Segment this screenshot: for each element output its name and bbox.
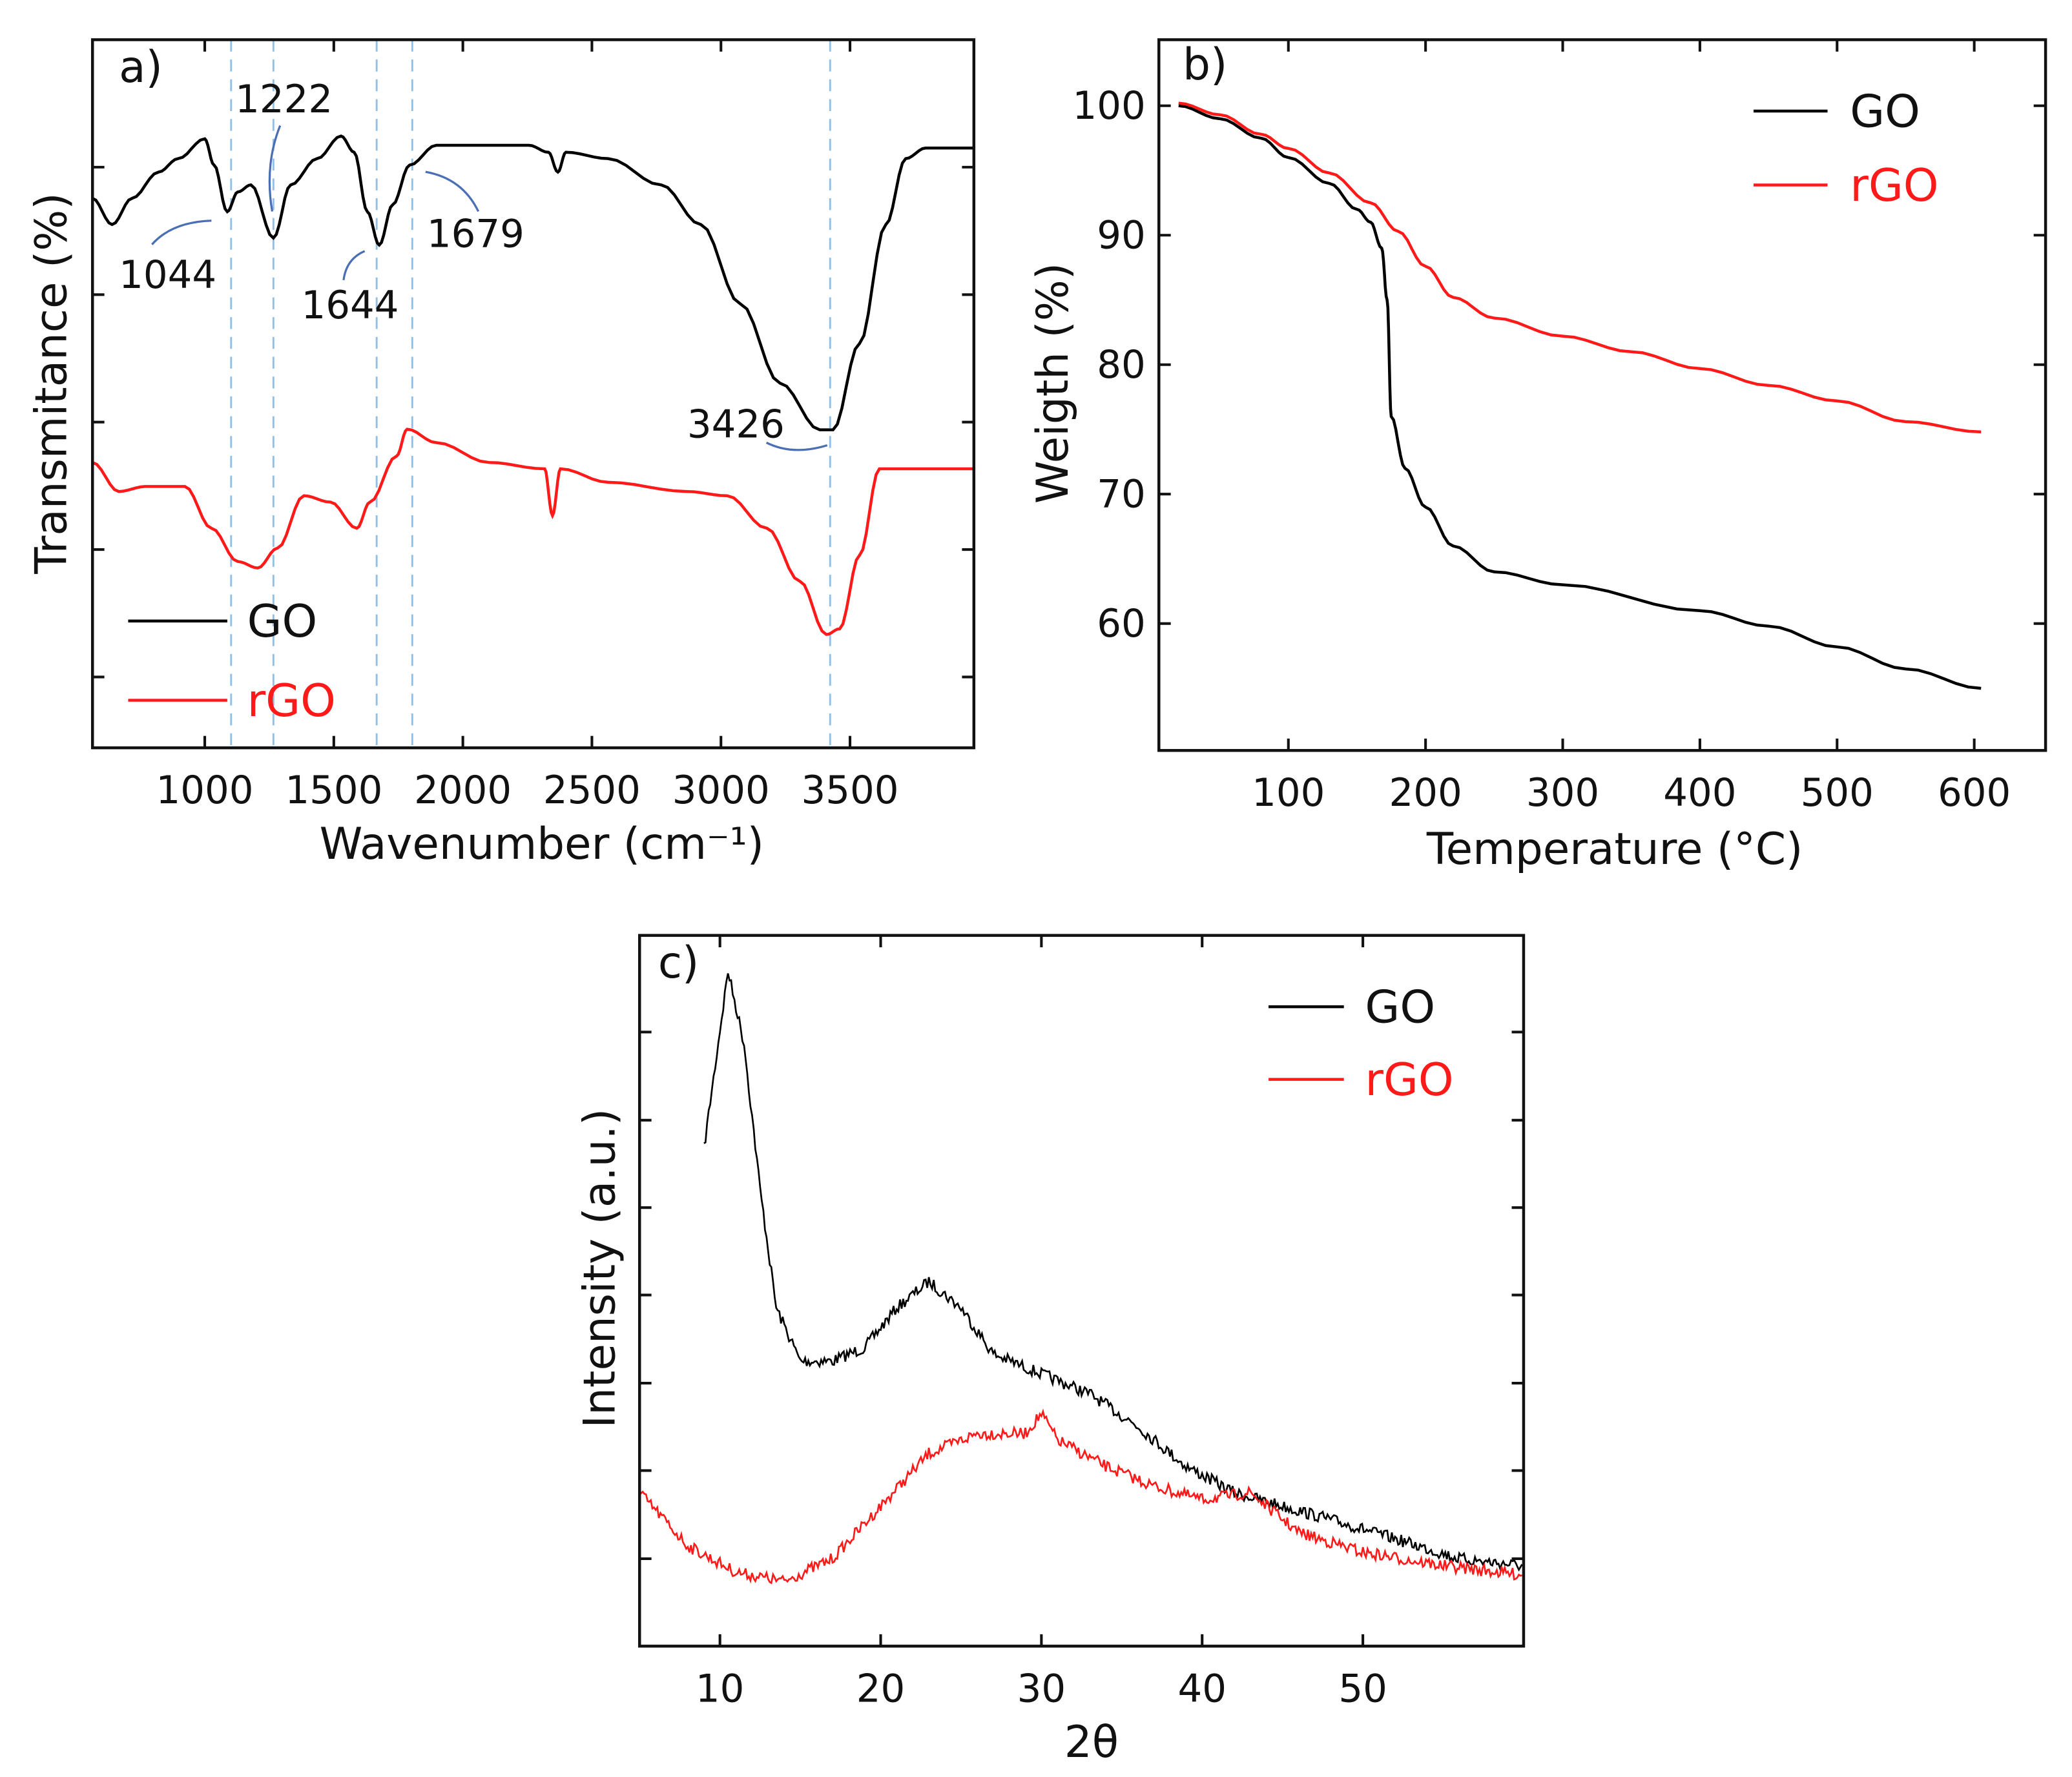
- x-axis-title: 2θ: [1064, 1716, 1119, 1767]
- series-line-rgo: [1178, 101, 1982, 434]
- legend-label-go: GO: [1850, 86, 1920, 138]
- legend-label-go: GO: [247, 595, 318, 648]
- x-tick-label: 100: [1252, 770, 1325, 815]
- x-tick-label: 500: [1801, 770, 1874, 815]
- peak-annotation-3426: 3426: [687, 402, 785, 446]
- panel-c-xrd: GO rGO 10 20 30 40 50 c) 2θ Intensity (a.u.): [574, 934, 1526, 1767]
- peak-annotation-1679: 1679: [427, 212, 524, 256]
- x-tick-label: 3500: [802, 768, 899, 812]
- legend-label-rgo: rGO: [247, 675, 336, 727]
- y-axis-title: Weigth (%): [1027, 263, 1078, 504]
- plot-frame: [1157, 38, 2047, 752]
- x-tick-label: 20: [856, 1666, 906, 1710]
- plot-frame: [90, 38, 976, 750]
- legend-label-rgo: rGO: [1850, 159, 1938, 212]
- arrow-3426: [765, 442, 828, 451]
- arrow-1644: [342, 250, 366, 281]
- x-tick-label: 30: [1017, 1666, 1066, 1710]
- arrow-1222: [268, 125, 282, 212]
- panel-label: c): [658, 937, 699, 988]
- x-tick-label: 10: [696, 1666, 744, 1710]
- y-tick-label: 100: [1073, 83, 1146, 128]
- x-axis-title: Temperature (°C): [1426, 823, 1803, 874]
- plot-frame: [637, 934, 1526, 1648]
- y-axis-title: Transmitance (%): [25, 192, 76, 574]
- panel-a-ftir: GO rGO 1000 1500 2000 2500 3000 3500 a) Wavenumbe…: [25, 38, 976, 869]
- x-tick-label: 1500: [285, 768, 382, 812]
- series-line-go: [703, 973, 1523, 1572]
- x-tick-label: 50: [1338, 1666, 1387, 1710]
- y-axis-title: Intensity (a.u.): [574, 1109, 625, 1428]
- arrow-1044: [151, 220, 212, 245]
- x-tick-label: 2500: [543, 768, 641, 812]
- peak-annotation-1044: 1044: [119, 252, 216, 297]
- panel-label: b): [1183, 39, 1227, 90]
- series-line-rgo: [92, 427, 974, 636]
- x-tick-label: 200: [1389, 770, 1462, 815]
- arrow-1679: [425, 170, 480, 212]
- x-tick-label: 600: [1938, 770, 2011, 815]
- y-tick-label: 90: [1097, 213, 1146, 258]
- x-tick-label: 1000: [156, 768, 254, 812]
- peak-annotation-1644: 1644: [301, 283, 399, 327]
- y-tick-label: 70: [1097, 472, 1146, 517]
- series-line-rgo: [639, 1408, 1522, 1585]
- y-tick-label: 60: [1097, 601, 1146, 646]
- legend-label-rgo: rGO: [1365, 1054, 1453, 1106]
- panel-label: a): [119, 41, 163, 92]
- ftir-annotation-arrows: [151, 125, 828, 451]
- legend-label-go: GO: [1365, 981, 1435, 1034]
- x-axis-title: Wavenumber (cm⁻¹): [320, 818, 764, 869]
- peak-annotation-1222: 1222: [235, 77, 333, 121]
- series-line-go: [1178, 104, 1982, 690]
- y-tick-label: 80: [1097, 342, 1146, 387]
- x-tick-label: 300: [1526, 770, 1599, 815]
- x-tick-label: 40: [1177, 1666, 1227, 1710]
- panel-b-tga: GO rGO 100 200 300 400 500 600 60 70 80 90 100 b) Temp…: [1027, 38, 2047, 874]
- x-tick-label: 2000: [414, 768, 512, 812]
- x-tick-label: 3000: [672, 768, 770, 812]
- x-tick-label: 400: [1663, 770, 1736, 815]
- series-line-go: [92, 134, 974, 431]
